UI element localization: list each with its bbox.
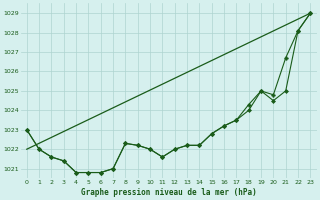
X-axis label: Graphe pression niveau de la mer (hPa): Graphe pression niveau de la mer (hPa) [81, 188, 256, 197]
